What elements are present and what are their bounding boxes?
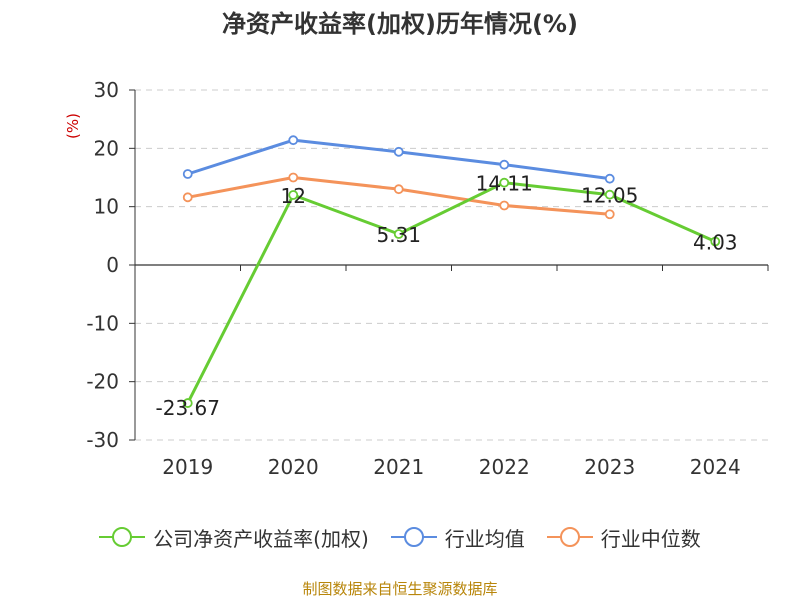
legend-swatch-company-icon (99, 525, 146, 549)
y-tick-label: 10 (94, 195, 119, 219)
data-point-0 (499, 177, 510, 188)
y-tick-label: -30 (86, 428, 119, 452)
x-tick-label: 2019 (162, 455, 213, 479)
data-point-0 (710, 236, 721, 247)
data-point-2 (288, 172, 299, 183)
legend-label-industry-mean: 行业均值 (444, 526, 525, 551)
x-tick-label: 2022 (479, 455, 530, 479)
x-tick-label: 2024 (690, 455, 741, 479)
y-tick-label: -10 (86, 311, 119, 335)
data-label: 12 (281, 184, 306, 208)
data-point-2 (499, 200, 510, 211)
data-label: -23.67 (156, 396, 220, 420)
series-line-0 (186, 181, 716, 404)
data-point-0 (182, 398, 193, 408)
legend: 公司净资产收益率(加权) 行业均值 行业中位数 (0, 520, 800, 554)
y-tick-label: -20 (86, 370, 119, 394)
data-point-2 (182, 192, 193, 203)
y-tick-label: 0 (106, 253, 119, 277)
y-tick-label: 30 (94, 78, 119, 102)
series-line-2 (187, 176, 610, 216)
data-point-1 (499, 159, 510, 170)
data-label: 14.11 (476, 172, 533, 196)
data-point-0 (288, 190, 299, 200)
data-point-2 (393, 184, 404, 195)
legend-item-company[interactable]: 公司净资产收益率(加权) (99, 523, 369, 552)
data-point-2 (604, 209, 615, 220)
x-tick-label: 2020 (268, 455, 319, 479)
data-point-1 (288, 135, 299, 146)
legend-label-company: 公司净资产收益率(加权) (153, 526, 369, 551)
legend-label-industry-median: 行业中位数 (600, 526, 701, 551)
data-point-0 (393, 229, 404, 239)
x-tick-label: 2023 (584, 455, 635, 479)
data-point-1 (604, 173, 615, 184)
legend-swatch-industry-median-icon (546, 525, 593, 549)
legend-item-industry-median[interactable]: 行业中位数 (546, 523, 701, 552)
y-tick-label: 20 (94, 136, 119, 160)
data-label: 5.31 (376, 223, 421, 247)
series-line-1 (187, 138, 610, 181)
data-point-0 (604, 189, 615, 200)
chart-title: 净资产收益率(加权)历年情况(%) (222, 10, 578, 38)
data-point-1 (182, 169, 193, 179)
data-label: 12.05 (581, 184, 638, 208)
data-point-1 (393, 146, 404, 157)
data-label: 4.03 (693, 230, 738, 254)
x-tick-label: 2021 (373, 455, 424, 479)
y-axis-label: (%) (64, 113, 82, 139)
source-note: 制图数据来自恒生聚源数据库 (302, 580, 498, 598)
legend-swatch-industry-mean-icon (390, 525, 437, 549)
legend-item-industry-mean[interactable]: 行业均值 (390, 523, 525, 552)
